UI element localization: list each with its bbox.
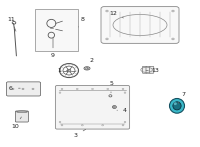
Text: 2: 2 xyxy=(87,58,94,69)
Text: 8: 8 xyxy=(78,17,85,27)
FancyBboxPatch shape xyxy=(101,7,179,43)
FancyBboxPatch shape xyxy=(35,9,78,51)
FancyBboxPatch shape xyxy=(55,86,130,129)
Text: 12: 12 xyxy=(109,11,123,18)
FancyBboxPatch shape xyxy=(146,66,150,73)
Text: 1: 1 xyxy=(57,68,69,73)
Ellipse shape xyxy=(67,69,71,72)
FancyBboxPatch shape xyxy=(142,66,147,73)
Text: 5: 5 xyxy=(109,81,113,93)
FancyBboxPatch shape xyxy=(6,82,41,96)
Text: 13: 13 xyxy=(146,68,159,73)
Ellipse shape xyxy=(173,102,181,110)
Text: 6: 6 xyxy=(9,86,20,91)
Text: 7: 7 xyxy=(178,92,185,103)
Ellipse shape xyxy=(170,98,184,113)
FancyBboxPatch shape xyxy=(15,111,28,122)
Text: 4: 4 xyxy=(117,108,127,113)
FancyBboxPatch shape xyxy=(150,66,154,73)
Ellipse shape xyxy=(174,102,177,105)
Text: 10: 10 xyxy=(11,117,21,129)
Text: 11: 11 xyxy=(7,17,16,31)
Text: 3: 3 xyxy=(74,129,86,138)
Text: 9: 9 xyxy=(51,38,55,58)
